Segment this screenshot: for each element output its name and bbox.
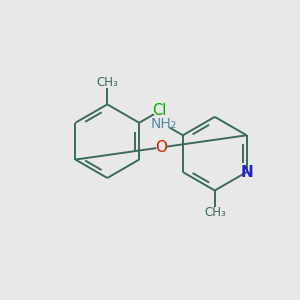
Text: O: O [155,140,167,155]
Text: CH₃: CH₃ [96,76,118,89]
Text: Cl: Cl [152,103,167,118]
Text: N: N [240,165,253,180]
Text: CH₃: CH₃ [204,206,226,219]
Text: NH₂: NH₂ [151,117,177,131]
